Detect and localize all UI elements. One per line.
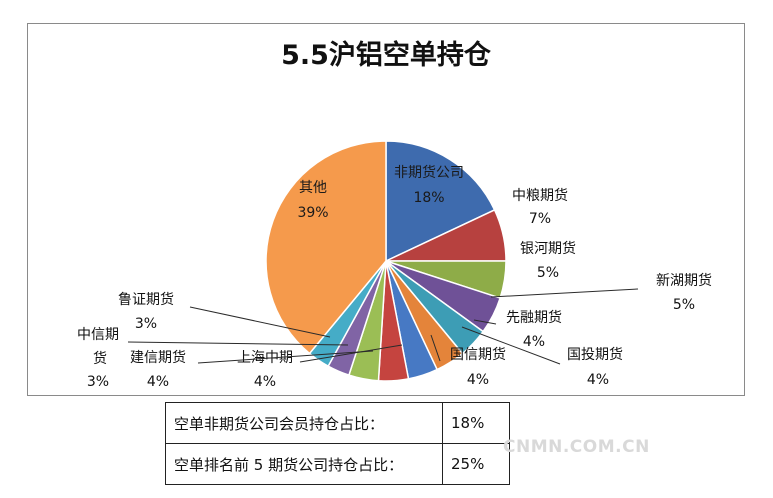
table-row: 空单非期货公司会员持仓占比： 18% bbox=[165, 402, 510, 444]
table-row: 空单排名前 5 期货公司持仓占比： 25% bbox=[165, 443, 510, 485]
slice-percent-label: 4% bbox=[523, 334, 545, 350]
slice-label: 建信期货 bbox=[130, 349, 186, 366]
slice-label: 鲁证期货 bbox=[118, 291, 174, 308]
leader-line bbox=[197, 350, 374, 364]
pie-chart: 5.5沪铝空单持仓 非期货公司 18% 中粮期货 7% 银河期货 5% 新湖期货 5% 先融期货… bbox=[77, 39, 712, 390]
pie-slice bbox=[385, 140, 496, 263]
slice-percent-label: 7% bbox=[529, 211, 551, 227]
watermark: CNMN.COM.CN bbox=[503, 437, 650, 457]
slice-label: 新湖期货 bbox=[656, 272, 712, 289]
slice-label: 银河期货 bbox=[520, 240, 576, 257]
table-row-label: 空单排名前 5 期货公司持仓占比： bbox=[165, 443, 443, 485]
leader-line bbox=[461, 326, 561, 365]
leader-line bbox=[490, 288, 639, 298]
slice-percent-label: 4% bbox=[587, 372, 609, 388]
slice-label: 中粮期货 bbox=[512, 187, 568, 204]
chart-title: 5.5沪铝空单持仓 bbox=[281, 39, 492, 71]
slice-label: 非期货公司 bbox=[394, 164, 464, 181]
slice-percent-label: 39% bbox=[297, 205, 328, 221]
slice-percent-label: 18% bbox=[413, 190, 444, 206]
chart-frame: 5.5沪铝空单持仓 非期货公司 18% 中粮期货 7% 银河期货 5% 新湖期货 5% 先融期货… bbox=[27, 23, 745, 396]
pie-slice bbox=[265, 140, 387, 355]
slice-percent-label: 5% bbox=[673, 297, 695, 313]
table-row-value: 25% bbox=[442, 443, 510, 485]
slice-percent-label: 4% bbox=[254, 374, 276, 390]
leader-line bbox=[473, 319, 497, 325]
slice-percent-label: 4% bbox=[147, 374, 169, 390]
slice-percent-label: 3% bbox=[87, 374, 109, 390]
leader-line bbox=[299, 344, 403, 363]
slice-percent-label: 3% bbox=[135, 316, 157, 332]
table-row-label: 空单非期货公司会员持仓占比： bbox=[165, 402, 443, 444]
slice-label: 国信期货 bbox=[450, 346, 506, 363]
slice-label: 中信期货 bbox=[77, 327, 119, 367]
slice-label: 国投期货 bbox=[567, 346, 623, 363]
summary-table: 空单非期货公司会员持仓占比： 18% 空单排名前 5 期货公司持仓占比： 25% bbox=[165, 402, 510, 485]
leader-line bbox=[127, 341, 349, 346]
table-row-value: 18% bbox=[442, 402, 510, 444]
slice-label: 其他 bbox=[299, 180, 327, 196]
slice-percent-label: 4% bbox=[467, 372, 489, 388]
leader-line bbox=[189, 306, 331, 338]
leader-line bbox=[430, 334, 441, 362]
slice-label: 先融期货 bbox=[506, 309, 562, 326]
slice-percent-label: 5% bbox=[537, 265, 559, 281]
